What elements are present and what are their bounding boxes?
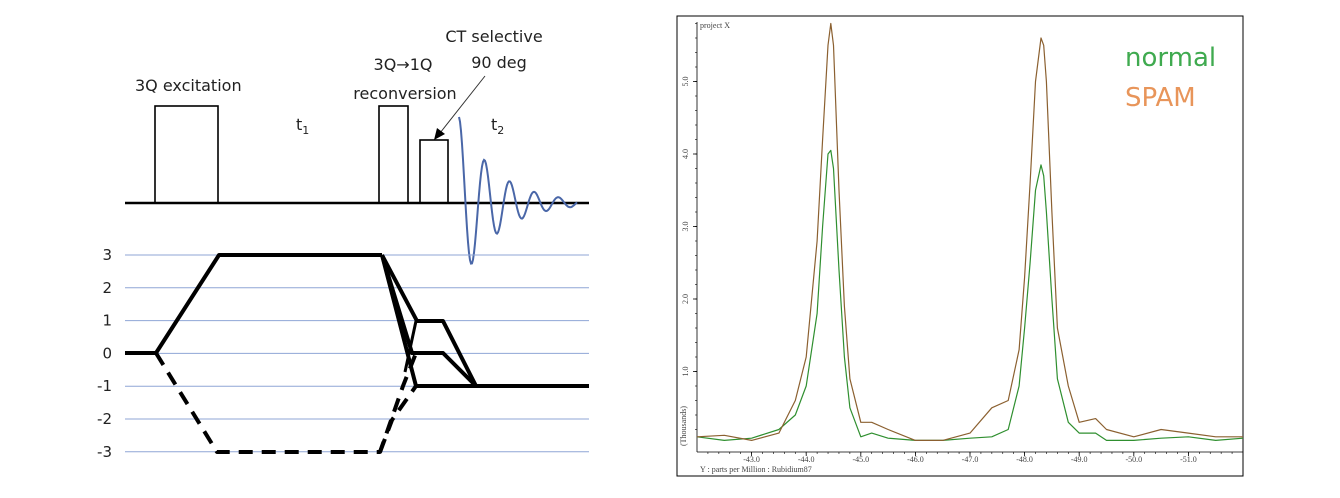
y-tick-label: 3.0 [681, 222, 690, 232]
legend-normal: normal [1125, 43, 1216, 73]
level-label: -2 [97, 410, 112, 428]
series-line-spam [696, 22, 1243, 441]
x-axis-label: Y : parts per Million : Rubidium87 [700, 465, 812, 474]
excitation-pulse [154, 105, 219, 204]
coherence-pathway: 3 2 1 0 -1 -2 -3 [97, 246, 589, 461]
level-label: 1 [102, 312, 112, 330]
t1-label: t1 [296, 115, 309, 137]
level-label: -1 [97, 377, 112, 395]
x-tick-label: -49.0 [1071, 455, 1088, 464]
x-tick-label: -48.0 [1016, 455, 1033, 464]
y-axis-label: (Thousands) [679, 406, 688, 446]
y-tick-label: 1.0 [681, 367, 690, 377]
chart-title: project X [700, 21, 730, 30]
y-tick-label: 4.0 [681, 149, 690, 159]
x-tick-label: -44.0 [798, 455, 815, 464]
pulse-sequence: 3Q excitation t1 3Q→1Q reconversion CT s… [125, 27, 589, 265]
level-label: 3 [102, 246, 112, 264]
ct-label-line2: 90 deg [471, 53, 527, 72]
spectrum-chart: -43.0 -44.0 -45.0 -46.0 -47.0 -48.0 -49.0 -50.0… [676, 15, 1244, 477]
x-tick-label: -50.0 [1125, 455, 1142, 464]
ct-label-line1: CT selective [445, 27, 542, 46]
reconversion-label-line1: 3Q→1Q [374, 55, 433, 74]
x-tick-label: -51.0 [1180, 455, 1197, 464]
ct-selective-pulse [419, 139, 449, 204]
x-tick-label: -47.0 [962, 455, 979, 464]
pathway-minus3-dashed [154, 351, 418, 454]
series-line-normal [696, 149, 1244, 441]
y-tick-label: 5.0 [681, 77, 690, 87]
level-label: -3 [97, 443, 112, 461]
pathway-to-plus1 [380, 254, 478, 387]
x-tick-label: -45.0 [852, 455, 869, 464]
legend-spam: SPAM [1125, 83, 1196, 113]
excitation-label: 3Q excitation [135, 76, 242, 95]
y-tick-label: 2.0 [681, 294, 690, 304]
x-tick-label: -46.0 [907, 455, 924, 464]
pathway-branch [403, 320, 418, 373]
level-label: 0 [102, 344, 112, 362]
t2-label: t2 [491, 115, 504, 137]
reconversion-label-line2: reconversion [353, 84, 456, 103]
arrow-line [439, 75, 486, 134]
pathway-lines [125, 253, 589, 454]
x-tick-label: -43.0 [743, 455, 760, 464]
level-label: 2 [102, 279, 112, 297]
pathway-to-zero [380, 254, 478, 388]
reconversion-pulse [378, 105, 409, 204]
arrow-head-icon [434, 128, 445, 140]
fid-signal [458, 116, 578, 265]
pathway-minus3-dashed-b [378, 384, 418, 453]
pathway-3q [125, 253, 382, 355]
chart-frame [676, 15, 1244, 477]
